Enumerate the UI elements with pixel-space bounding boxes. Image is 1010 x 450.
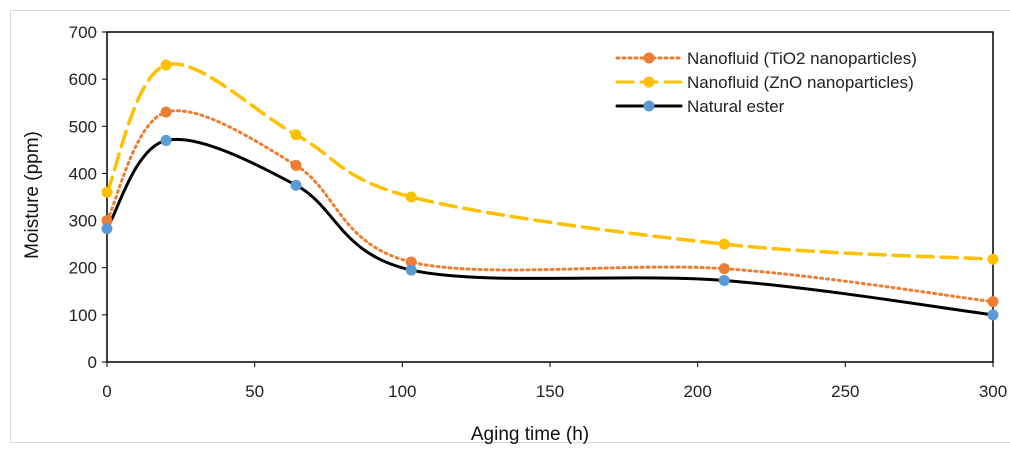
data-point: [405, 191, 417, 203]
data-point: [290, 159, 302, 171]
data-point: [290, 179, 302, 191]
data-point: [987, 296, 999, 308]
data-point: [101, 186, 113, 198]
y-tick-label: 600: [69, 70, 97, 89]
data-point: [160, 106, 172, 118]
legend-label: Nanofluid (ZnO nanoparticles): [687, 73, 914, 92]
y-tick-label: 100: [69, 306, 97, 325]
series-markers: [101, 59, 999, 321]
data-point: [160, 134, 172, 146]
data-point: [718, 238, 730, 250]
legend-swatch-marker: [643, 100, 655, 112]
y-axis-title: Moisture (ppm): [22, 131, 43, 259]
x-tick-label: 50: [245, 382, 264, 401]
legend: Nanofluid (TiO2 nanoparticles) Nanofluid …: [615, 49, 917, 116]
data-point: [405, 264, 417, 276]
data-point: [160, 59, 172, 71]
legend-swatch-marker: [643, 52, 655, 64]
y-tick-label: 300: [69, 212, 97, 231]
data-point: [101, 223, 113, 235]
data-point: [101, 215, 113, 227]
x-tick-label: 100: [388, 382, 416, 401]
data-point: [987, 309, 999, 321]
chart-border: [10, 10, 1010, 443]
x-axis-title: Aging time (h): [471, 424, 589, 445]
y-tick-label: 500: [69, 117, 97, 136]
data-point: [987, 253, 999, 265]
y-tick-label: 200: [69, 259, 97, 278]
y-tick-label: 700: [69, 23, 97, 42]
x-tick-label: 300: [979, 382, 1007, 401]
legend-label: Natural ester: [687, 97, 785, 116]
data-point: [405, 256, 417, 268]
x-tick-label: 250: [831, 382, 859, 401]
series-line: [105, 109, 995, 304]
data-point: [718, 263, 730, 275]
legend-swatch-marker: [643, 76, 655, 88]
legend-label: Nanofluid (TiO2 nanoparticles): [687, 49, 917, 68]
series-line: [105, 137, 995, 317]
y-tick-label: 0: [88, 353, 97, 372]
x-tick-label: 200: [683, 382, 711, 401]
x-tick-label: 150: [536, 382, 564, 401]
x-tick-label: 0: [102, 382, 111, 401]
axes: 0 100 200 300 400 500 600 700 0 50 100 150 200 250 300: [10, 10, 1010, 443]
data-point: [718, 274, 730, 286]
y-tick-label: 400: [69, 164, 97, 183]
series-line: [105, 62, 995, 261]
data-point: [290, 129, 302, 141]
series-lines: [105, 62, 995, 317]
